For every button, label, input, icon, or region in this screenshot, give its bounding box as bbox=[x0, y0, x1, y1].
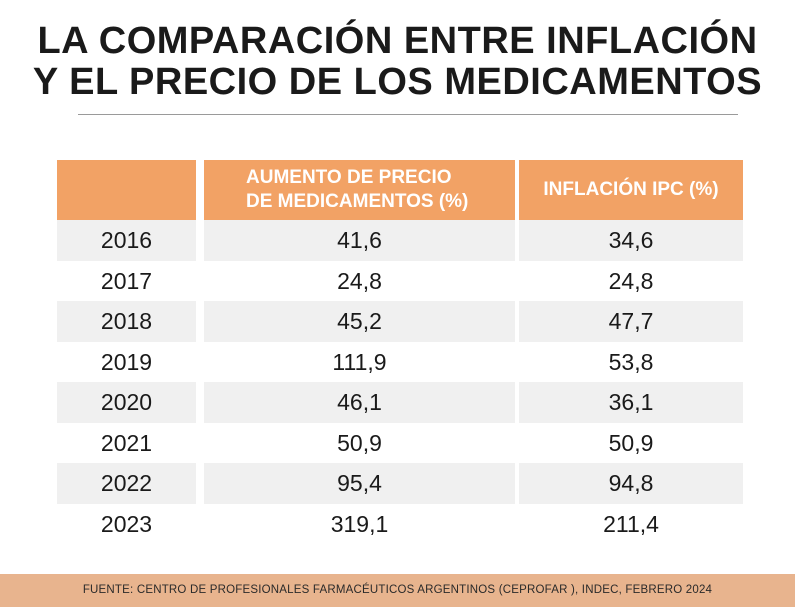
medicamentos-cell: 24,8 bbox=[204, 260, 515, 301]
header-cell-ipc: INFLACIÓN IPC (%) bbox=[519, 160, 743, 220]
medicamentos-cell: 95,4 bbox=[204, 463, 515, 504]
ipc-cell: 53,8 bbox=[519, 341, 743, 382]
medicamentos-cell: 45,2 bbox=[204, 301, 515, 342]
header-medicamentos-line-1: AUMENTO DE PRECIO bbox=[246, 167, 452, 188]
year-cell: 2021 bbox=[57, 422, 196, 463]
table-row: 2017 24,8 24,8 bbox=[57, 260, 743, 301]
table-body: 2016 41,6 34,6 2017 24,8 24,8 2018 45,2 47,7 2019… bbox=[57, 220, 743, 544]
year-cell: 2016 bbox=[57, 220, 196, 261]
medicamentos-cell: 111,9 bbox=[204, 341, 515, 382]
page-title-line-2: Y EL PRECIO DE LOS MEDICAMENTOS bbox=[32, 61, 763, 103]
medicamentos-cell: 50,9 bbox=[204, 422, 515, 463]
table-row: 2016 41,6 34,6 bbox=[57, 220, 743, 261]
medicamentos-cell: 41,6 bbox=[204, 220, 515, 261]
header-cell-medicamentos: AUMENTO DE PRECIO DE MEDICAMENTOS (%) bbox=[204, 160, 515, 220]
table-row: 2018 45,2 47,7 bbox=[57, 301, 743, 342]
header-medicamentos-label: AUMENTO DE PRECIO DE MEDICAMENTOS (%) bbox=[246, 166, 468, 214]
ipc-cell: 50,9 bbox=[519, 422, 743, 463]
table-row: 2019 111,9 53,8 bbox=[57, 341, 743, 382]
title-divider bbox=[78, 114, 738, 115]
year-cell: 2019 bbox=[57, 341, 196, 382]
year-cell: 2018 bbox=[57, 301, 196, 342]
ipc-cell: 34,6 bbox=[519, 220, 743, 261]
ipc-cell: 36,1 bbox=[519, 382, 743, 423]
ipc-cell: 94,8 bbox=[519, 463, 743, 504]
source-footer: FUENTE: CENTRO DE PROFESIONALES FARMACÉU… bbox=[0, 574, 795, 607]
ipc-cell: 24,8 bbox=[519, 260, 743, 301]
table-row: 2022 95,4 94,8 bbox=[57, 463, 743, 504]
medicamentos-cell: 46,1 bbox=[204, 382, 515, 423]
medicamentos-cell: 319,1 bbox=[204, 503, 515, 544]
header-ipc-label: INFLACIÓN IPC (%) bbox=[543, 179, 719, 200]
year-cell: 2017 bbox=[57, 260, 196, 301]
header-cell-year bbox=[57, 160, 196, 220]
table-row: 2020 46,1 36,1 bbox=[57, 382, 743, 423]
ipc-cell: 47,7 bbox=[519, 301, 743, 342]
table-row: 2021 50,9 50,9 bbox=[57, 422, 743, 463]
header-medicamentos-line-2: DE MEDICAMENTOS (%) bbox=[246, 191, 469, 212]
year-cell: 2020 bbox=[57, 382, 196, 423]
table-row: 2023 319,1 211,4 bbox=[57, 503, 743, 544]
year-cell: 2022 bbox=[57, 463, 196, 504]
page-title-line-1: LA COMPARACIÓN ENTRE INFLACIÓN bbox=[37, 20, 758, 62]
ipc-cell: 211,4 bbox=[519, 503, 743, 544]
year-cell: 2023 bbox=[57, 503, 196, 544]
